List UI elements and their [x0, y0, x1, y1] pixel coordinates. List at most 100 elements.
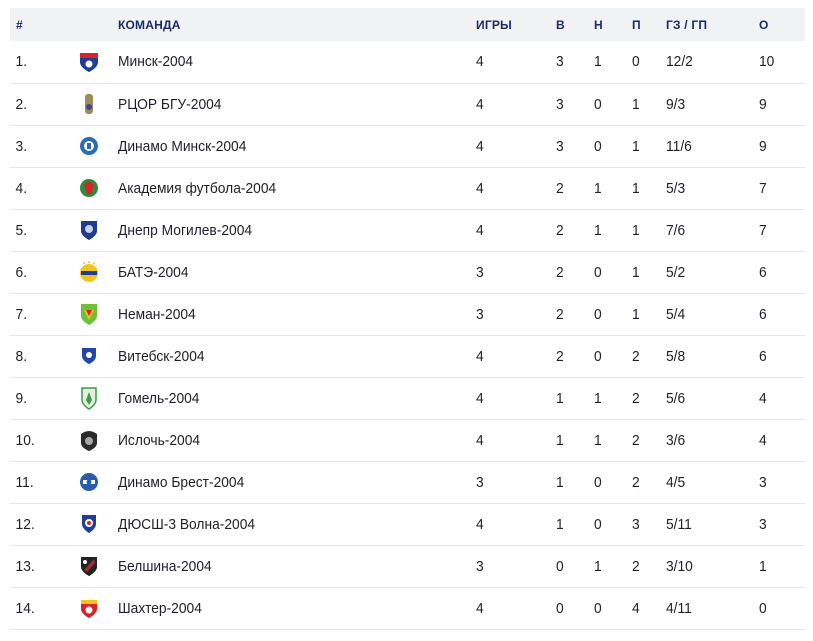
goals-cell: 5/2: [666, 263, 686, 281]
team-name-cell[interactable]: Динамо Брест-2004: [118, 473, 245, 491]
draws-cell: 0: [594, 95, 602, 113]
wins-cell: 2: [556, 347, 564, 365]
team-logo-cell: [78, 335, 118, 377]
team-name-cell[interactable]: Академия футбола-2004: [118, 179, 277, 197]
table-row[interactable]: 6. БАТЭ-2004 3 2 0 1 5/2 6: [10, 251, 805, 293]
header-team[interactable]: КОМАНДА: [118, 17, 181, 32]
losses-cell: 2: [632, 557, 640, 575]
points-cell: 6: [759, 347, 767, 365]
position-cell: 10.: [15, 431, 35, 449]
draws-cell: 0: [594, 305, 602, 323]
games-cell: 4: [476, 431, 484, 449]
points-cell: 4: [759, 431, 767, 449]
header-games[interactable]: ИГРЫ: [476, 17, 512, 32]
wins-cell: 1: [556, 431, 564, 449]
team-name-cell[interactable]: РЦОР БГУ-2004: [118, 95, 222, 113]
wins-cell: 0: [556, 599, 564, 617]
points-cell: 7: [759, 221, 767, 239]
losses-cell: 2: [632, 473, 640, 491]
vitebsk-crest-icon: [78, 344, 118, 368]
team-logo-cell: [78, 83, 118, 125]
table-row[interactable]: 9. Гомель-2004 4 1 1 2 5/6 4: [10, 377, 805, 419]
table-row[interactable]: 13. Белшина-2004 3 0 1 2 3/10 1: [10, 545, 805, 587]
draws-cell: 0: [594, 263, 602, 281]
table-row[interactable]: 3. Динамо Минск-2004 4 3 0 1 11/6 9: [10, 125, 805, 167]
position-cell: 1.: [15, 53, 28, 71]
losses-cell: 1: [632, 95, 640, 113]
wins-cell: 1: [556, 515, 564, 533]
team-logo-cell: [78, 293, 118, 335]
header-position[interactable]: #: [16, 17, 23, 32]
team-name-cell[interactable]: Гомель-2004: [118, 389, 200, 407]
points-cell: 10: [759, 53, 775, 71]
team-name-cell[interactable]: ДЮСШ-3 Волна-2004: [118, 515, 256, 533]
bate-crest-icon: [78, 260, 118, 284]
table-row[interactable]: 4. Академия футбола-2004 4 2 1 1 5/3 7: [10, 167, 805, 209]
header-wins[interactable]: В: [556, 17, 565, 32]
goals-cell: 7/6: [666, 221, 686, 239]
team-name-cell[interactable]: Шахтер-2004: [118, 599, 202, 617]
team-name-cell[interactable]: Динамо Минск-2004: [118, 137, 247, 155]
games-cell: 4: [476, 599, 484, 617]
position-cell: 9.: [15, 389, 28, 407]
games-cell: 4: [476, 515, 484, 533]
minsk-crest-icon: [78, 50, 118, 74]
dinamo-brest-crest-icon: [78, 470, 118, 494]
team-logo-cell: [78, 41, 118, 83]
losses-cell: 0: [632, 53, 640, 71]
header-logo-spacer: [78, 8, 118, 41]
table-row[interactable]: 8. Витебск-2004 4 2 0 2 5/8 6: [10, 335, 805, 377]
header-goals[interactable]: ГЗ / ГП: [666, 17, 708, 32]
goals-cell: 5/6: [666, 389, 686, 407]
table-row[interactable]: 2. РЦОР БГУ-2004 4 3 0 1 9/3 9: [10, 83, 805, 125]
header-losses[interactable]: П: [632, 17, 641, 32]
draws-cell: 0: [594, 599, 602, 617]
team-name-cell[interactable]: БАТЭ-2004: [118, 263, 189, 281]
table-row[interactable]: 14. Шахтер-2004 4 0 0 4 4/11 0: [10, 587, 805, 629]
team-name-cell[interactable]: Ислочь-2004: [118, 431, 201, 449]
team-name-cell[interactable]: Неман-2004: [118, 305, 196, 323]
team-name-cell[interactable]: Белшина-2004: [118, 557, 212, 575]
points-cell: 3: [759, 473, 767, 491]
wins-cell: 2: [556, 263, 564, 281]
position-cell: 8.: [15, 347, 28, 365]
games-cell: 3: [476, 263, 484, 281]
team-logo-cell: [78, 461, 118, 503]
losses-cell: 3: [632, 515, 640, 533]
table-row[interactable]: 5. Днепр Могилев-2004 4 2 1 1 7/6 7: [10, 209, 805, 251]
wins-cell: 2: [556, 305, 564, 323]
header-row: # КОМАНДА ИГРЫ В Н П ГЗ / ГП О: [10, 8, 805, 41]
losses-cell: 1: [632, 221, 640, 239]
wins-cell: 3: [556, 95, 564, 113]
header-points[interactable]: О: [759, 17, 769, 32]
points-cell: 7: [759, 179, 767, 197]
table-row[interactable]: 11. Динамо Брест-2004 3 1 0 2 4/5 3: [10, 461, 805, 503]
wins-cell: 3: [556, 137, 564, 155]
shakhtar-crest-icon: [78, 596, 118, 620]
table-row[interactable]: 7. Неман-2004 3 2 0 1 5/4 6: [10, 293, 805, 335]
team-logo-cell: [78, 377, 118, 419]
team-logo-cell: [78, 167, 118, 209]
games-cell: 3: [476, 473, 484, 491]
games-cell: 3: [476, 305, 484, 323]
table-row[interactable]: 12. ДЮСШ-3 Волна-2004 4 1 0 3 5/11 3: [10, 503, 805, 545]
draws-cell: 0: [594, 137, 602, 155]
team-name-cell[interactable]: Минск-2004: [118, 53, 194, 71]
points-cell: 9: [759, 137, 767, 155]
neman-crest-icon: [78, 302, 118, 326]
team-name-cell[interactable]: Днепр Могилев-2004: [118, 221, 253, 239]
team-name-cell[interactable]: Витебск-2004: [118, 347, 205, 365]
standings-table: # КОМАНДА ИГРЫ В Н П ГЗ / ГП О 1. Минск-…: [10, 8, 805, 630]
goals-cell: 4/5: [666, 473, 686, 491]
goals-cell: 11/6: [666, 137, 692, 155]
table-row[interactable]: 10. Ислочь-2004 4 1 1 2 3/6 4: [10, 419, 805, 461]
volna-crest-icon: [78, 512, 118, 536]
team-logo-cell: [78, 251, 118, 293]
position-cell: 13.: [15, 557, 35, 575]
losses-cell: 4: [632, 599, 640, 617]
table-row[interactable]: 1. Минск-2004 4 3 1 0 12/2 10: [10, 41, 805, 83]
header-draws[interactable]: Н: [594, 17, 603, 32]
losses-cell: 2: [632, 389, 640, 407]
wins-cell: 0: [556, 557, 564, 575]
team-logo-cell: [78, 209, 118, 251]
